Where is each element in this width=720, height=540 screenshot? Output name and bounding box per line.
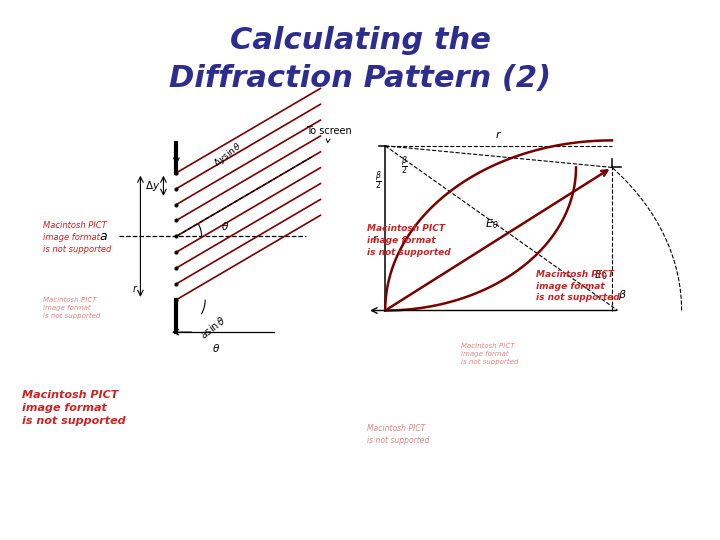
Text: $E_\theta$: $E_\theta$ [485,217,498,231]
Text: Calculating the: Calculating the [230,26,490,55]
Text: $\frac{\beta}{2}$: $\frac{\beta}{2}$ [374,170,382,192]
Text: Macintosh PICT
is not supported: Macintosh PICT is not supported [367,424,430,445]
Text: $a$: $a$ [99,230,108,243]
Text: Macintosh PICT
image format
is not supported: Macintosh PICT image format is not suppo… [22,389,125,426]
Text: $\Delta y$: $\Delta y$ [145,179,161,193]
Text: $E_0$: $E_0$ [594,268,608,282]
Text: $r$: $r$ [495,130,502,140]
Text: $\frac{\beta}{2}$: $\frac{\beta}{2}$ [401,154,408,177]
Text: Macintosh PICT
image format
is not supported: Macintosh PICT image format is not suppo… [367,224,451,256]
Text: $\beta$: $\beta$ [618,288,626,302]
Text: Macintosh PICT
image format
is not supported: Macintosh PICT image format is not suppo… [536,270,620,302]
Text: $a \sin\theta$: $a \sin\theta$ [198,313,228,341]
Text: $\theta$: $\theta$ [212,342,220,354]
Text: $r$: $r$ [132,284,139,294]
Text: $\theta$: $\theta$ [221,220,229,232]
Text: Macintosh PICT
image format
is not supported: Macintosh PICT image format is not suppo… [43,296,101,319]
Text: Diffraction Pattern (2): Diffraction Pattern (2) [169,64,551,93]
Text: $r$: $r$ [372,233,379,245]
Text: Macintosh PICT
image format
is not supported: Macintosh PICT image format is not suppo… [43,221,112,254]
Text: $\Delta y \sin\theta$: $\Delta y \sin\theta$ [211,139,245,170]
Text: To screen: To screen [306,126,352,143]
Text: Macintosh PICT
image format
is not supported: Macintosh PICT image format is not suppo… [461,342,518,365]
